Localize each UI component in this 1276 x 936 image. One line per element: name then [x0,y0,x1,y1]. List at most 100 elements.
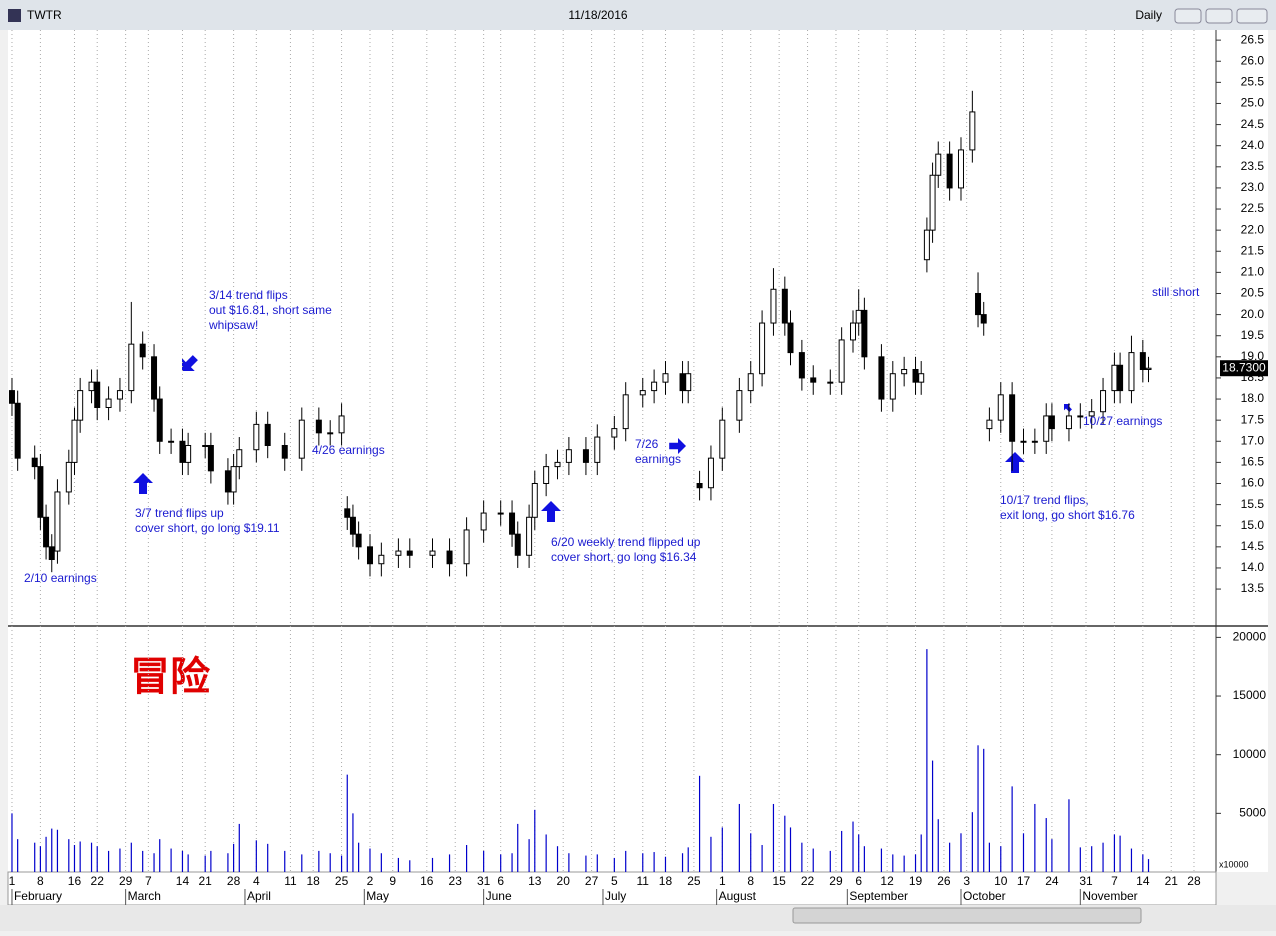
month-label: August [719,889,757,903]
axis-area [1216,30,1268,872]
symbol: TWTR [27,8,62,22]
title-bar [0,0,1276,30]
candle-body [798,352,805,379]
candle-body [406,550,413,556]
annotation: 10/17 trend flips, [1000,493,1089,507]
candle-body [901,368,908,375]
x-tick-label: 9 [389,874,396,888]
candle-body [497,512,504,515]
candle-body [463,529,470,565]
candle-body [696,483,703,489]
y-tick-label: 16.5 [1241,455,1265,469]
y-tick-label: 20.0 [1241,307,1265,321]
y-tick-label: 25.0 [1241,96,1265,110]
candle-body [298,419,305,459]
candle-body [65,461,72,493]
candle-body [54,491,61,552]
y-tick-label: 23.0 [1241,180,1265,194]
x-tick-label: 8 [747,874,754,888]
candle-body [565,449,572,463]
date: 11/18/2016 [568,8,627,22]
scrollbar-thumb[interactable] [792,907,1142,924]
y-tick-label: 10000 [1233,747,1267,761]
candle-body [1031,440,1038,443]
candle-body [236,449,243,468]
x-tick-label: 5 [611,874,618,888]
last-price-box [1220,360,1268,377]
candle-body [1009,394,1016,442]
y-tick-label: 26.5 [1241,32,1265,46]
y-tick-label: 16.0 [1241,476,1265,490]
candle-body [1139,352,1146,370]
app-icon [8,9,21,22]
x-tick-label: 4 [253,874,260,888]
candle-body [980,314,987,324]
x-tick-label: 6 [497,874,504,888]
candle-body [1111,364,1118,392]
x-tick-label: 31 [477,874,491,888]
annotation: 10/27 earnings [1083,414,1162,428]
x-tick-label: 13 [528,874,542,888]
x-tick-label: 29 [829,874,843,888]
candle-body [1128,352,1135,392]
watermark: 冒险 [130,653,211,700]
x-tick-label: 31 [1079,874,1093,888]
y-tick-label: 20000 [1233,630,1267,644]
y-tick-label: 24.5 [1241,117,1265,131]
candle-body [327,432,334,435]
candle-body [1020,440,1027,443]
minimize-button[interactable] [1174,8,1202,24]
candle-body [366,546,373,565]
annotation: 2/10 earnings [24,571,97,585]
candle-body [685,373,692,392]
candle-body [526,516,533,556]
y-tick-label: 17.5 [1241,412,1265,426]
candle-body [1043,415,1050,442]
annotation: 4/26 earnings [312,443,385,457]
restore-button[interactable] [1205,8,1233,24]
month-label: July [605,889,626,903]
candle-body [202,444,209,447]
candle-body [1100,390,1107,413]
candle-body [338,415,345,434]
close-button[interactable] [1236,8,1268,24]
candle-body [969,111,976,151]
candle-body [679,373,686,392]
y-tick-label: 19.5 [1241,328,1265,342]
y-tick-label: 15000 [1233,688,1267,702]
candle-body [480,512,487,531]
annotation: whipsaw! [208,318,258,332]
candle-body [781,288,788,324]
last-price-label: 18.7300 [1222,360,1266,374]
y-tick-label: 13.5 [1241,581,1265,595]
candle-body [355,533,362,548]
x-tick-label: 28 [227,874,241,888]
annotation: 3/7 trend flips up [135,506,224,520]
candle-body [429,550,436,556]
x-tick-label: 26 [937,874,951,888]
y-tick-label: 19.0 [1241,349,1265,363]
month-label: September [849,889,908,903]
candle-body [1117,364,1124,392]
candle-body [48,546,55,561]
candle-body [116,390,123,400]
candle-body [344,508,351,518]
candle-body [759,322,766,375]
x-tick-label: 23 [449,874,463,888]
candle-body [719,419,726,459]
candle-body [878,356,885,400]
candle-body [446,550,453,565]
x-tick-label: 16 [420,874,434,888]
x-tick-label: 25 [335,874,349,888]
x-tick-label: 14 [176,874,190,888]
nav-buttons[interactable] [1150,908,1268,923]
annotation: exit long, go short $16.76 [1000,508,1135,522]
y-tick-label: 17.0 [1241,433,1265,447]
candle-body [639,390,646,396]
candle-body [747,373,754,392]
candle-body [912,368,919,383]
candle-body [207,444,214,472]
x-tick-label: 14 [1136,874,1150,888]
